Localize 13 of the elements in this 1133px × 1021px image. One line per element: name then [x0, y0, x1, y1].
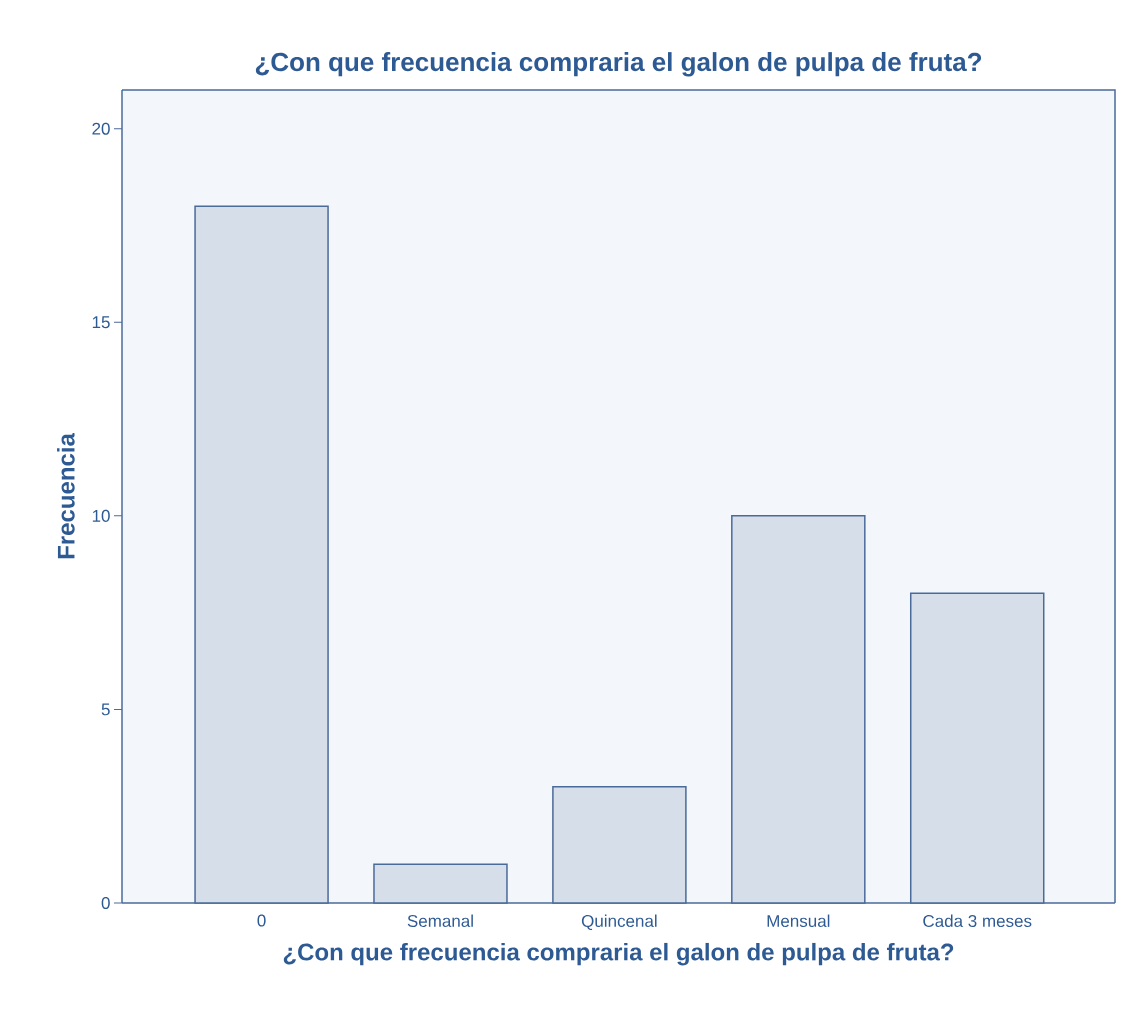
- x-tick-label: 0: [257, 914, 266, 927]
- chart-title: ¿Con que frecuencia compraria el galon de pulpa de fruta?: [255, 52, 982, 77]
- y-tick-label: 0: [101, 896, 110, 910]
- x-tick-label: Cada 3 meses: [923, 914, 1032, 928]
- y-tick-label: 5: [101, 703, 110, 716]
- y-tick-label: 10: [92, 509, 110, 522]
- x-tick-label: Semanal: [407, 914, 473, 928]
- y-tick-label: 20: [92, 122, 110, 135]
- x-axis-title: ¿Con que frecuencia compraria el galon de pulpa de fruta?: [283, 942, 954, 966]
- x-tick-label: Mensual: [767, 914, 830, 928]
- y-tick-label: 15: [92, 316, 110, 329]
- y-axis-title: Frecuencia: [57, 432, 75, 559]
- x-tick-label: Quincenal: [581, 914, 657, 931]
